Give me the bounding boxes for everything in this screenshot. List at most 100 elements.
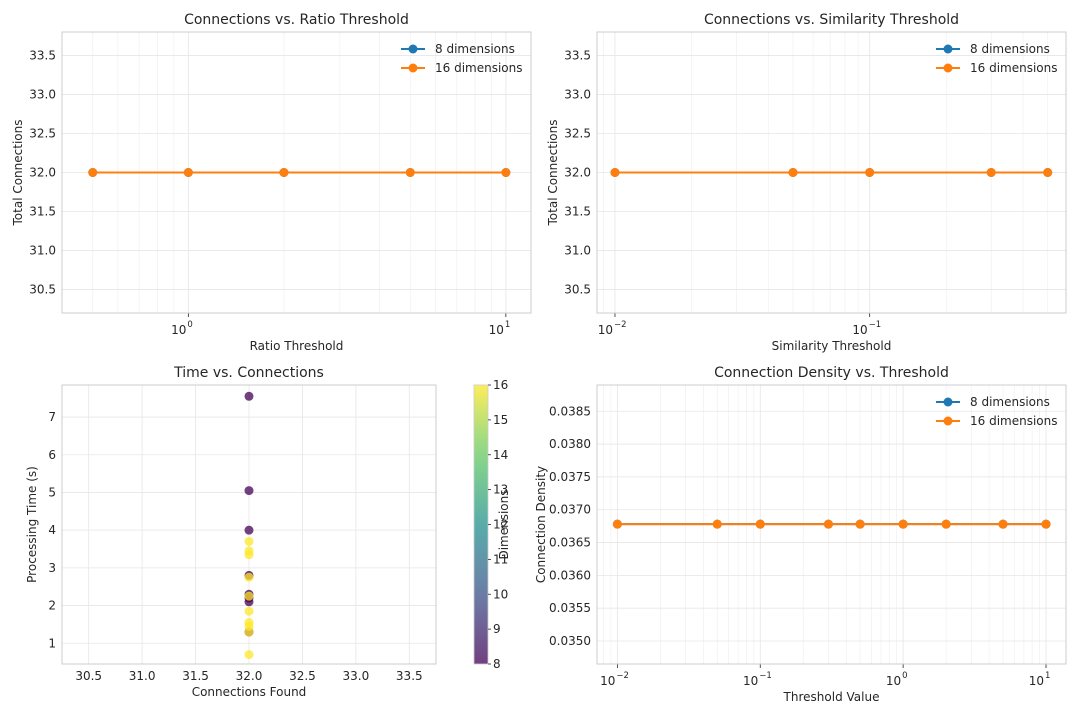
series-2-point <box>501 168 511 177</box>
x-tick-exponent: 1 <box>1045 671 1050 681</box>
x-tick-base: 10 <box>852 323 867 337</box>
x-tick-base: 10 <box>598 323 613 337</box>
y-tick-label: 2 <box>48 599 56 613</box>
x-tick-base: 10 <box>600 674 615 688</box>
series-2-point <box>998 519 1008 529</box>
colorbar-label: Dimensions <box>497 489 511 559</box>
y-tick-label: 0.0375 <box>549 470 591 484</box>
series-2-point <box>279 168 289 177</box>
x-tick-exponent: −1 <box>869 320 882 330</box>
colorbar-tick-label: 13 <box>493 483 508 497</box>
x-axis-label: Connections Found <box>192 685 307 699</box>
series-2-point <box>88 168 98 177</box>
scatter-point <box>244 525 254 535</box>
series-2-point <box>865 168 875 177</box>
colorbar-tick-label: 11 <box>493 552 508 566</box>
y-tick-label: 0.0385 <box>549 404 591 418</box>
legend-label-1: 8 dimensions <box>435 42 515 56</box>
scatter-point <box>244 391 254 401</box>
x-tick-base: 10 <box>171 323 186 337</box>
series-2-point <box>788 168 798 177</box>
legend-marker-1 <box>943 44 953 54</box>
x-tick-base: 10 <box>743 674 758 688</box>
y-tick-label: 4 <box>48 523 56 537</box>
legend-marker-2 <box>943 416 953 426</box>
scatter-point <box>244 606 254 616</box>
y-axis-label: Connection Density <box>534 466 548 583</box>
series-2-point <box>712 519 722 529</box>
chart-title: Connection Density vs. Threshold <box>714 365 949 381</box>
x-tick-exponent: −2 <box>616 671 629 681</box>
scatter-point <box>244 627 254 637</box>
series-2-point <box>755 519 765 529</box>
chart-title: Connections vs. Ratio Threshold <box>184 12 409 28</box>
connection-density-chart: 10 −2 10 −1 10 0 10 10.03500.03550.03600.03650.… <box>534 365 1067 704</box>
y-tick-label: 32.5 <box>29 126 56 140</box>
x-tick-label: 10 0 <box>886 671 908 688</box>
x-tick-label: 33.5 <box>396 669 423 683</box>
x-tick-label: 10 1 <box>489 320 511 337</box>
ratio-threshold-chart: 10 0 10 130.531.031.532.032.533.033.5 8 dime… <box>11 12 532 353</box>
scatter-point <box>244 650 254 660</box>
y-axis-label: Total Connections <box>546 120 560 227</box>
legend-label-1: 8 dimensions <box>970 395 1050 409</box>
scatter-point <box>244 591 254 601</box>
y-tick-label: 33.5 <box>29 48 56 62</box>
x-tick-exponent: −2 <box>614 320 627 330</box>
colorbar-tick-label: 12 <box>493 518 508 532</box>
colorbar-tick-label: 10 <box>493 587 508 601</box>
x-tick-base: 10 <box>489 323 504 337</box>
series-2-point <box>183 168 193 177</box>
similarity-threshold-chart: 10 −2 10 −130.531.031.532.032.533.033.5 8 di… <box>546 12 1067 353</box>
legend-label-1: 8 dimensions <box>970 42 1050 56</box>
y-tick-label: 31.0 <box>29 244 56 258</box>
time-vs-connections-chart: 30.5 31.0 31.5 32.0 32.5 33.0 33.5123456789101… <box>25 365 511 699</box>
legend-marker-2 <box>408 63 418 73</box>
x-tick-base: 10 <box>886 674 901 688</box>
x-tick-exponent: −1 <box>759 671 772 681</box>
y-tick-label: 3 <box>48 561 56 575</box>
x-tick-label: 33.0 <box>342 669 369 683</box>
series-2-point <box>986 168 996 177</box>
x-tick-label: 10 −2 <box>600 671 629 688</box>
legend-marker-2 <box>943 63 953 73</box>
y-tick-label: 32.5 <box>564 126 591 140</box>
y-tick-label: 7 <box>48 410 56 424</box>
y-tick-label: 32.0 <box>29 166 56 180</box>
colorbar <box>473 384 489 665</box>
y-axis-label: Processing Time (s) <box>25 466 39 583</box>
y-tick-label: 31.5 <box>564 205 591 219</box>
chart-title: Connections vs. Similarity Threshold <box>704 12 959 28</box>
y-tick-label: 0.0380 <box>549 437 591 451</box>
y-tick-label: 33.0 <box>564 87 591 101</box>
colorbar-tick-label: 16 <box>493 378 508 392</box>
y-tick-label: 5 <box>48 485 56 499</box>
scatter-point <box>244 572 254 582</box>
y-tick-label: 31.5 <box>29 205 56 219</box>
legend-label-2: 16 dimensions <box>435 61 523 75</box>
colorbar-tick-label: 9 <box>493 622 501 636</box>
chart-title: Time vs. Connections <box>173 365 324 381</box>
series-2-point <box>898 519 908 529</box>
legend-marker-1 <box>408 44 418 54</box>
x-tick-label: 10 −1 <box>743 671 772 688</box>
y-tick-label: 0.0365 <box>549 536 591 550</box>
y-axis-label: Total Connections <box>11 120 25 227</box>
x-tick-label: 10 −2 <box>598 320 627 337</box>
y-tick-label: 0.0370 <box>549 503 591 517</box>
x-axis-label: Ratio Threshold <box>250 339 344 353</box>
x-tick-label: 10 0 <box>171 320 193 337</box>
x-tick-base: 10 <box>1029 674 1044 688</box>
series-2-point <box>823 519 833 529</box>
legend-label-2: 16 dimensions <box>970 61 1058 75</box>
x-tick-label: 32.0 <box>236 669 263 683</box>
y-tick-label: 30.5 <box>29 283 56 297</box>
series-2-point <box>855 519 865 529</box>
y-tick-label: 31.0 <box>564 244 591 258</box>
legend-label-2: 16 dimensions <box>970 414 1058 428</box>
x-tick-label: 31.5 <box>182 669 209 683</box>
x-axis-label: Threshold Value <box>783 690 880 704</box>
x-tick-exponent: 0 <box>902 671 907 681</box>
scatter-point <box>244 536 254 546</box>
colorbar-tick-label: 14 <box>493 448 508 462</box>
